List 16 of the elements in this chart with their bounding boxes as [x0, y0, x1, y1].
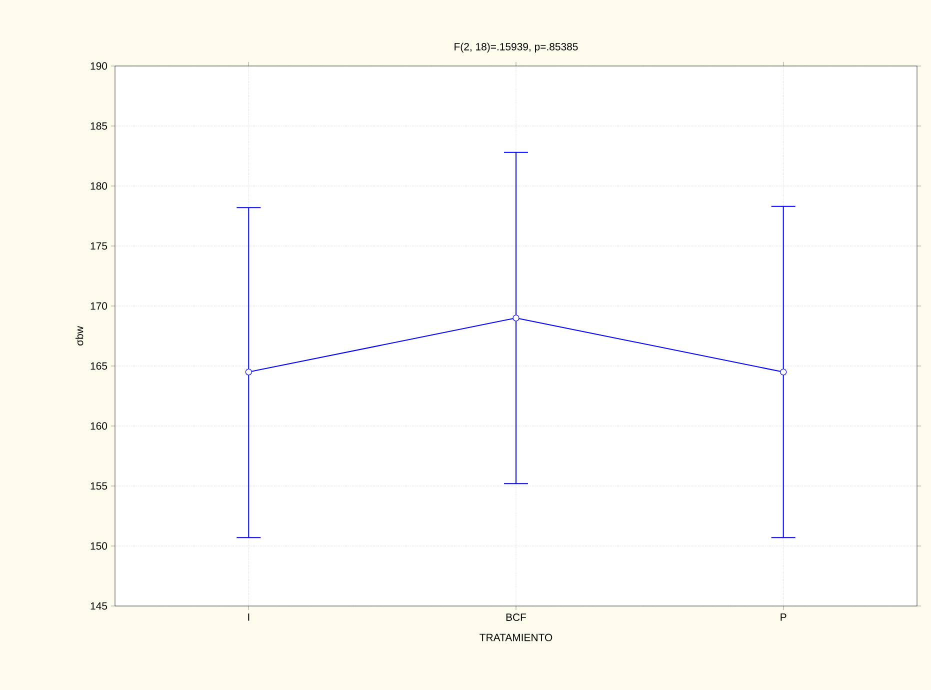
y-tick-label: 190 [90, 62, 108, 70]
x-tick-label: BCF [506, 614, 526, 621]
y-tick-label: 160 [90, 422, 108, 430]
y-axis-title: σbw [76, 326, 84, 346]
chart-title: F(2, 18)=.15939, p=.85385 [454, 42, 578, 52]
y-tick-label: 175 [90, 242, 108, 250]
y-tick-label: 165 [90, 362, 108, 370]
x-axis-title: TRATAMIENTO [480, 634, 552, 642]
y-tick-label: 150 [90, 542, 108, 550]
x-tick-label: I [248, 614, 250, 621]
y-tick-label: 145 [90, 602, 108, 610]
y-tick-label: 180 [90, 182, 108, 190]
x-tick-label: P [780, 614, 786, 621]
y-tick-label: 155 [90, 482, 108, 490]
y-tick-label: 170 [90, 302, 108, 310]
y-tick-label: 185 [90, 122, 108, 130]
